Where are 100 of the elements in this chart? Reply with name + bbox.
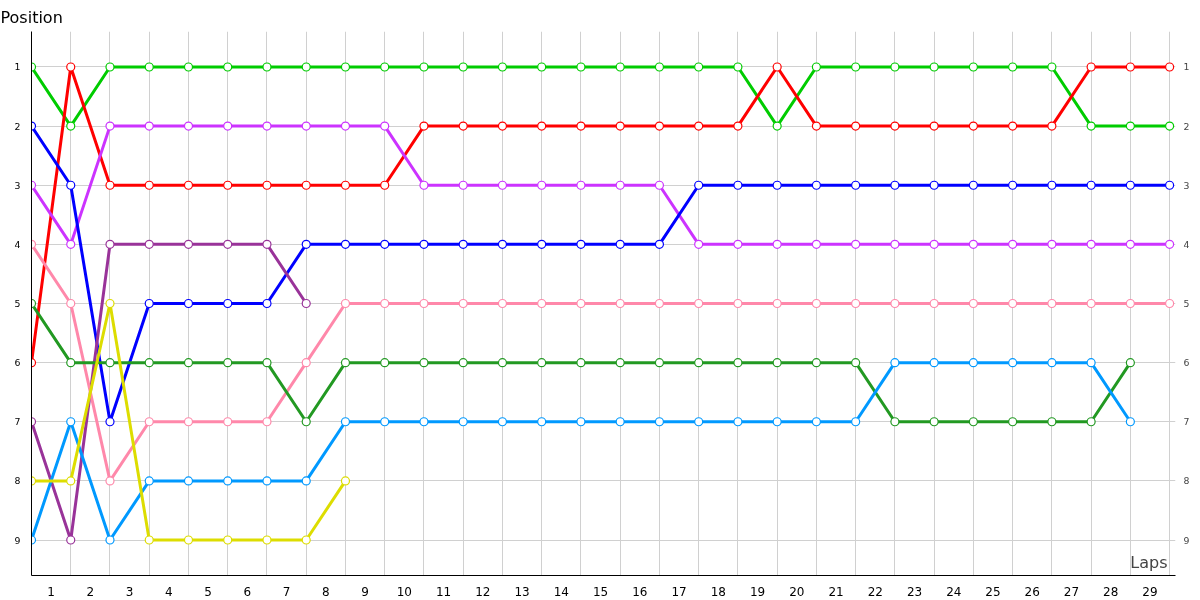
point [1008,417,1018,427]
point [262,62,272,72]
point [733,180,743,190]
x-tick-label: 22 [867,584,883,599]
x-axis-title: Laps [1130,552,1168,572]
x-tick-label: 23 [906,584,923,599]
point [890,298,900,309]
point [66,476,76,486]
point [537,358,547,368]
point [340,239,351,249]
point [458,62,468,72]
point [615,62,625,72]
point [537,417,547,427]
point [66,358,76,368]
point [1047,180,1057,190]
x-tick-label: 26 [1024,584,1040,599]
point [419,298,429,309]
point [811,121,822,131]
point [301,298,311,309]
y2-tick-label: 8 [1183,475,1190,487]
point [144,180,154,190]
point [105,62,115,72]
y2-tick-label: 4 [1183,238,1190,250]
point [458,239,468,249]
point [1008,121,1018,131]
point [340,62,351,72]
point [1047,121,1057,131]
point [301,358,311,368]
y-tick-label: 2 [14,120,21,132]
point [615,358,625,368]
point [1008,298,1018,309]
point [1086,121,1096,131]
point [340,298,351,309]
x-tick-label: 12 [475,584,491,599]
point [890,62,900,72]
x-tick-label: 9 [361,584,369,599]
point [929,298,939,309]
point [105,358,115,368]
point [380,298,390,309]
point [1008,358,1018,368]
point [458,121,468,131]
point [1125,358,1135,368]
y-tick-label: 9 [14,534,21,546]
point [144,476,154,486]
point [66,239,76,249]
point [105,121,115,131]
point [1125,180,1135,190]
point [694,358,704,368]
point [1165,62,1175,72]
y-tick-label: 5 [14,298,21,309]
point [183,239,194,249]
point [694,417,704,427]
point [772,239,782,249]
point [262,239,272,249]
point [1086,358,1096,368]
point [1008,180,1018,190]
point [851,298,861,309]
point [851,180,861,190]
point [497,121,508,131]
point [1047,62,1057,72]
point [694,239,704,249]
point [105,239,115,249]
point [66,535,76,545]
point [576,239,586,249]
point [772,62,782,72]
point [144,417,154,427]
point [654,121,665,131]
point [144,358,154,368]
point [654,239,665,249]
x-tick-label: 18 [710,584,726,599]
point [851,62,861,72]
point [183,535,194,545]
point [811,62,822,72]
x-tick-label: 10 [396,584,412,599]
point [733,298,743,309]
x-tick-label: 1 [47,584,55,599]
x-tick-label: 17 [671,584,687,599]
point [654,358,665,368]
point [537,62,547,72]
point [576,358,586,368]
point [811,180,822,190]
y2-tick-label: 3 [1183,179,1190,191]
point [66,298,76,309]
point [694,121,704,131]
x-tick-label: 27 [1063,584,1080,599]
point [223,417,233,427]
point [1086,180,1096,190]
point [1008,62,1018,72]
point [890,239,900,249]
x-tick-label: 24 [946,584,962,599]
point [223,476,233,486]
y-tick-label: 8 [14,475,21,487]
point [223,180,233,190]
point [1086,239,1096,249]
point [890,358,900,368]
point [458,298,468,309]
y-tick-label: 4 [14,238,21,250]
point [851,417,861,427]
y-tick-label: 1 [14,61,21,73]
point [851,239,861,249]
